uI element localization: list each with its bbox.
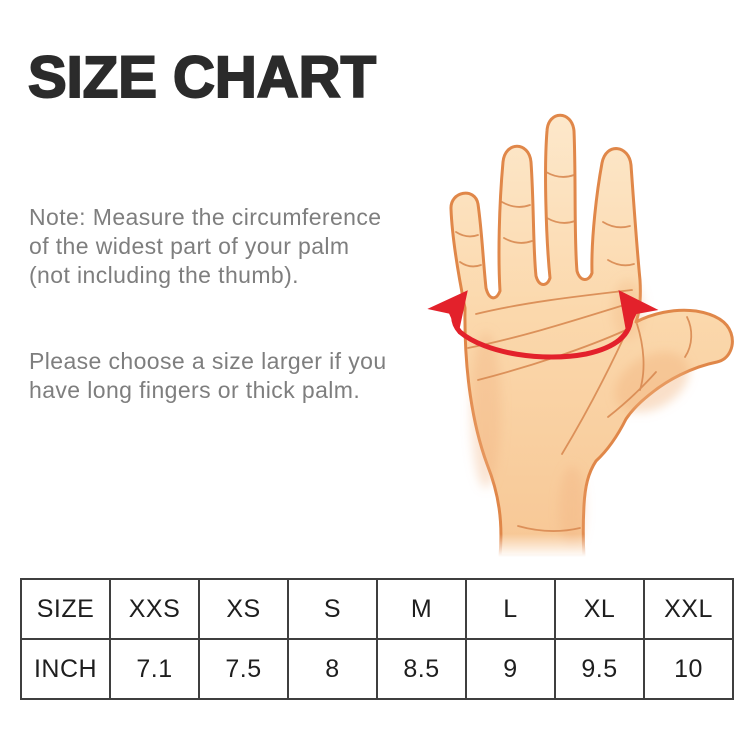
inch-cell-xxs: 7.1 <box>109 638 200 700</box>
size-cell-s: S <box>287 578 378 640</box>
size-cell-xs: XS <box>198 578 289 640</box>
hand-illustration <box>420 110 750 561</box>
size-table: SIZE XXS XS S M L XL XXL INCH 7.1 7.5 8 … <box>20 578 734 700</box>
hand-outline <box>449 113 734 558</box>
size-cell-xxs: XXS <box>109 578 200 640</box>
inch-row-header: INCH <box>20 638 111 700</box>
inch-cell-s: 8 <box>287 638 378 700</box>
hand-palm-graphic <box>427 113 734 561</box>
inch-cell-xl: 9.5 <box>554 638 645 700</box>
size-row-header: SIZE <box>20 578 111 640</box>
size-cell-l: L <box>465 578 556 640</box>
inch-cell-l: 9 <box>465 638 556 700</box>
table-row-sizes: SIZE XXS XS S M L XL XXL <box>20 578 734 640</box>
page-title: SIZE CHART <box>27 44 377 111</box>
measurement-arrow-icon <box>427 289 659 360</box>
table-row-inches: INCH 7.1 7.5 8 8.5 9 9.5 10 <box>20 638 734 700</box>
wrist-fade <box>476 534 594 561</box>
measure-note-text: Note: Measure the circumference of the w… <box>29 204 382 288</box>
size-cell-xl: XL <box>554 578 645 640</box>
inch-cell-xxl: 10 <box>643 638 734 700</box>
size-cell-m: M <box>376 578 467 640</box>
size-cell-xxl: XXL <box>643 578 734 640</box>
size-advice-text: Please choose a size larger if you have … <box>29 348 387 403</box>
inch-cell-m: 8.5 <box>376 638 467 700</box>
inch-cell-xs: 7.5 <box>198 638 289 700</box>
